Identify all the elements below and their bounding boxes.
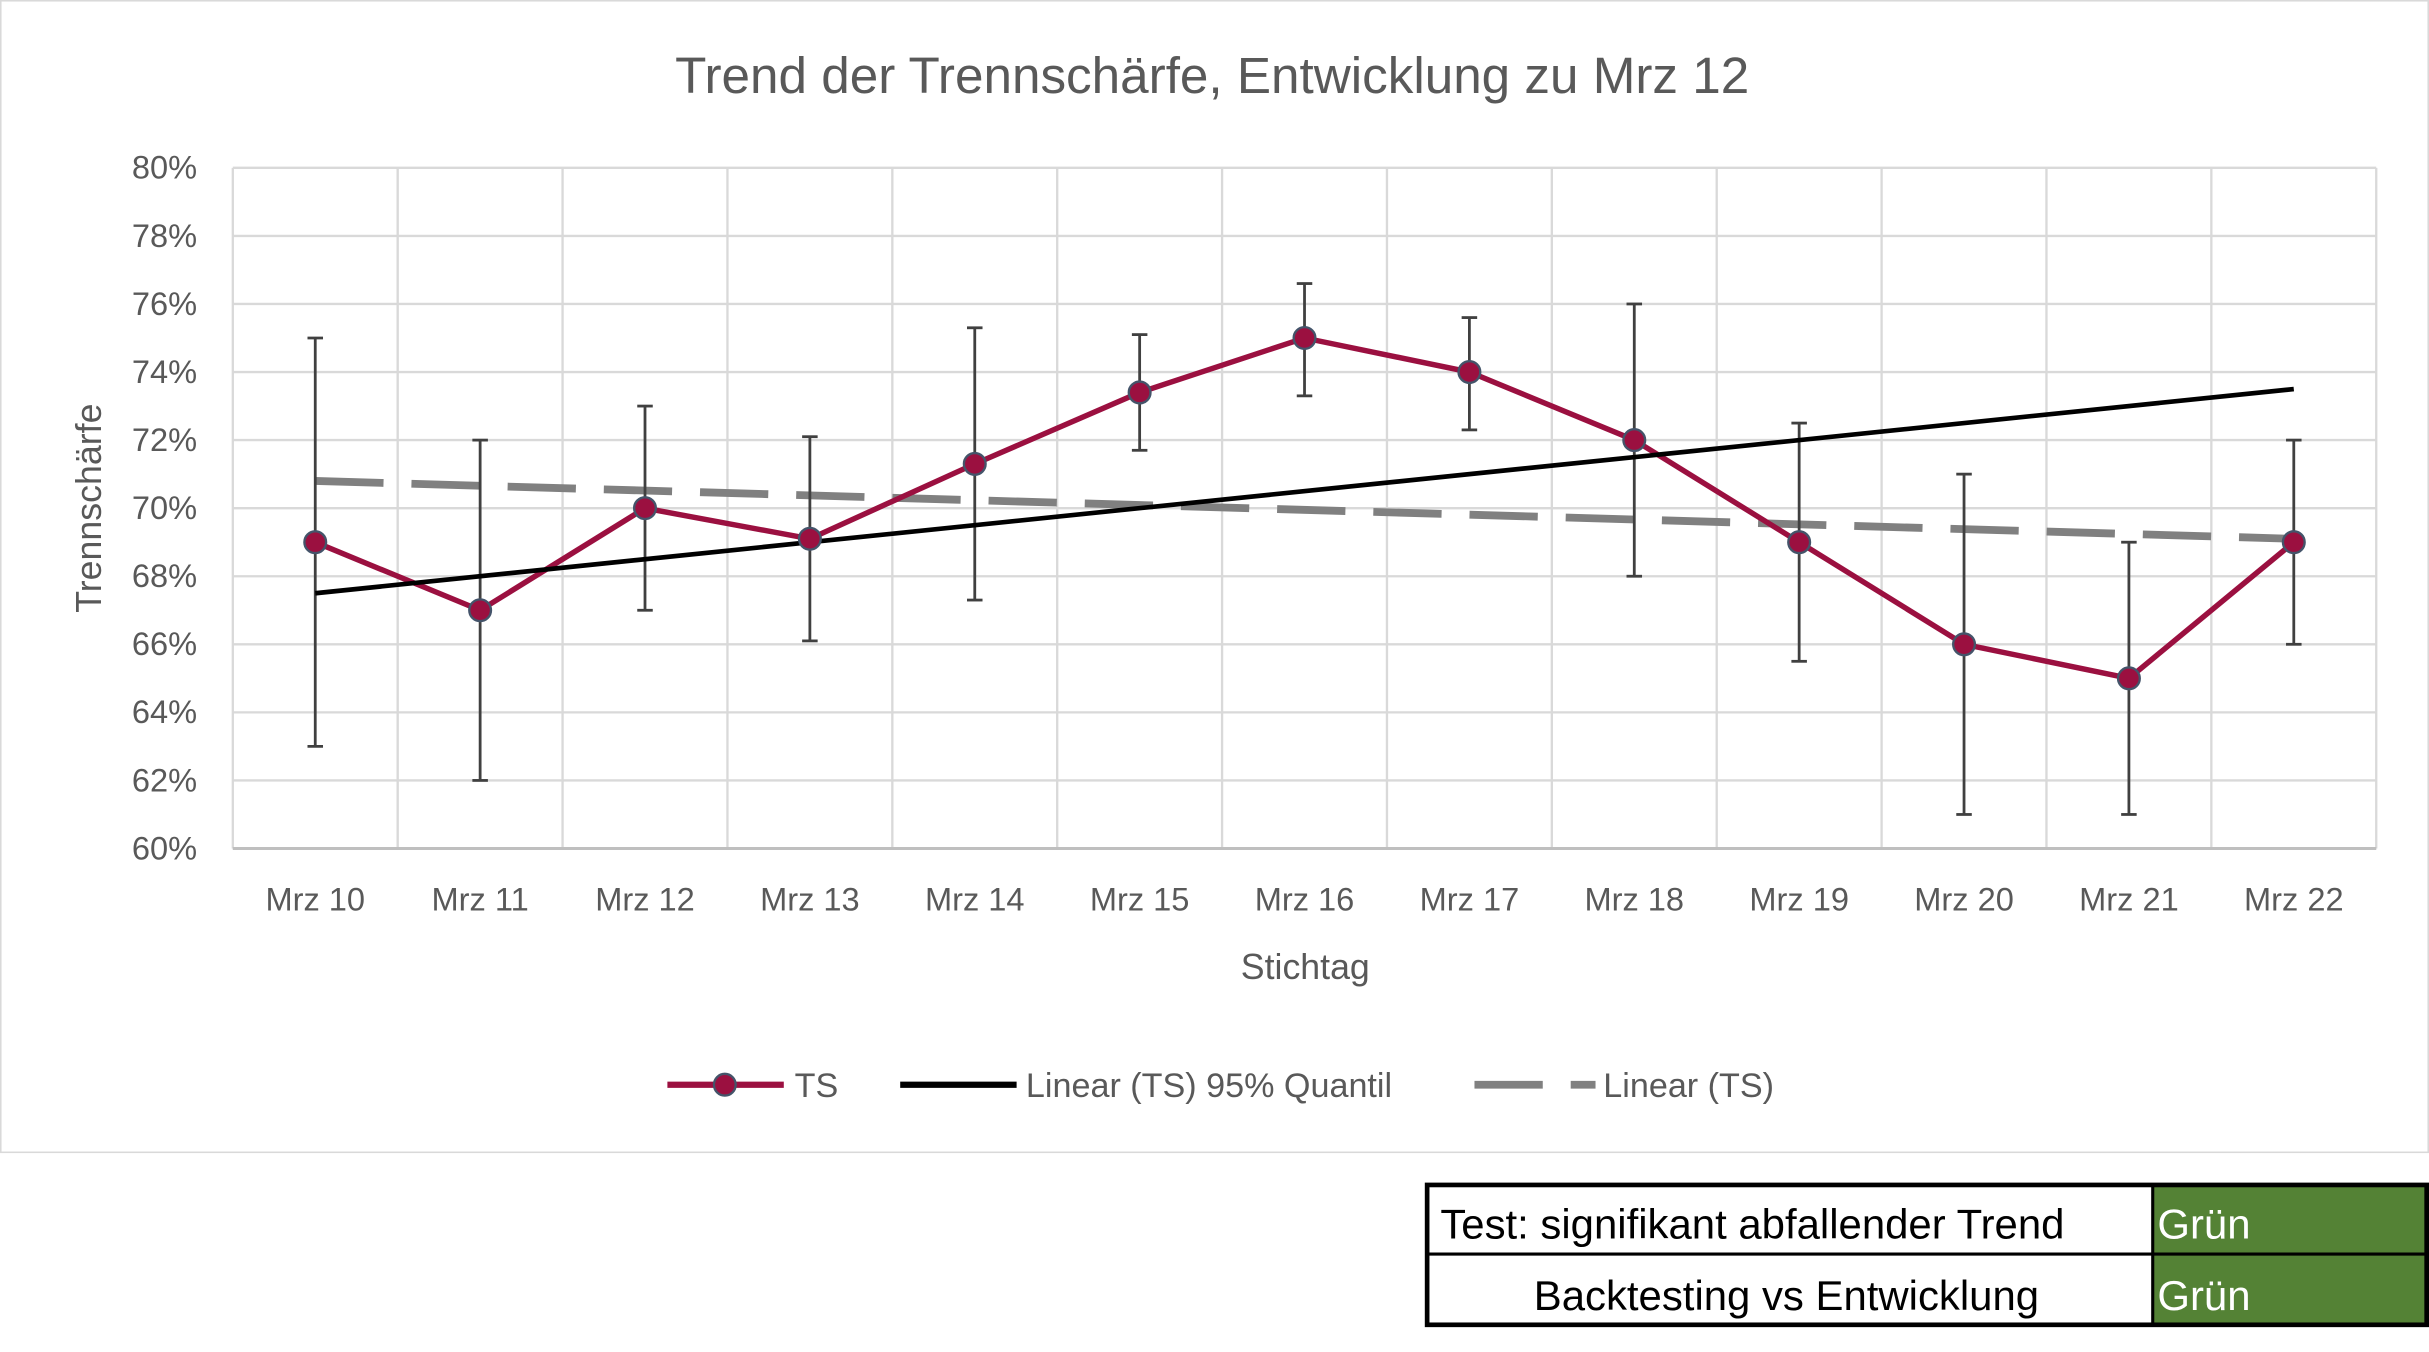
legend-ts-label: TS xyxy=(795,1067,839,1105)
legend-quantil-label: Linear (TS) 95% Quantil xyxy=(1026,1067,1392,1105)
x-tick-label: Mrz 11 xyxy=(432,881,529,918)
y-tick-label: 60% xyxy=(132,829,197,866)
legend: TS Linear (TS) 95% Quantil Linear (TS) xyxy=(667,1067,1774,1105)
ts-point xyxy=(2281,530,2306,555)
x-tick-label: Mrz 16 xyxy=(1255,881,1355,918)
y-tick-label: 64% xyxy=(132,693,197,730)
x-tick-label: Mrz 20 xyxy=(1914,881,2014,918)
status-cell-2 xyxy=(2152,1254,2428,1326)
legend-ts-marker xyxy=(712,1072,737,1097)
x-tick-label: Mrz 17 xyxy=(1420,881,1520,918)
status-cell-1 xyxy=(2152,1184,2428,1255)
y-tick-label: 70% xyxy=(132,489,197,526)
y-tick-label: 78% xyxy=(132,217,197,254)
legend-linear-label: Linear (TS) xyxy=(1603,1067,1774,1105)
x-tick-label: Mrz 18 xyxy=(1584,881,1684,918)
ts-point xyxy=(468,598,493,623)
ts-point xyxy=(1292,325,1317,351)
ts-point xyxy=(303,530,328,555)
y-tick-label: 74% xyxy=(132,353,197,390)
y-tick-label: 72% xyxy=(132,421,197,458)
ts-point xyxy=(632,496,658,521)
gridlines xyxy=(231,166,2378,851)
x-tick-label: Mrz 14 xyxy=(925,881,1025,918)
x-tick-label: Mrz 15 xyxy=(1090,881,1190,918)
x-tick-label: Mrz 22 xyxy=(2244,881,2344,918)
x-tick-labels: Mrz 10 Mrz 11 Mrz 12 Mrz 13 Mrz 14 Mrz 15 Mrz … xyxy=(265,881,2343,918)
ts-point xyxy=(797,526,822,551)
y-tick-labels: 60% 62% 64% 66% 68% 70% 72% 74% 76% 78% 80% xyxy=(132,149,197,867)
x-axis-label: Stichtag xyxy=(1241,947,1370,987)
ts-point xyxy=(962,451,987,476)
table-label-1: Test: signifikant abfallender Trend xyxy=(1440,1201,2064,1248)
ts-point xyxy=(1622,428,1647,453)
table-label-2: Backtesting vs Entwicklung xyxy=(1534,1272,2039,1319)
ts-point xyxy=(1952,632,1977,657)
trendline-95-quantil xyxy=(315,386,2295,596)
x-tick-label: Mrz 21 xyxy=(2079,881,2179,918)
y-tick-label: 68% xyxy=(132,557,197,594)
y-tick-label: 62% xyxy=(132,761,197,798)
x-tick-label: Mrz 12 xyxy=(595,881,695,918)
table-value-1: Grün xyxy=(2157,1201,2250,1248)
status-table: Test: signifikant abfallender Trend Grün… xyxy=(1424,1182,2429,1328)
y-axis-label: Trennschärfe xyxy=(69,404,109,613)
ts-point xyxy=(2116,666,2141,691)
x-tick-label: Mrz 10 xyxy=(265,881,365,918)
x-tick-label: Mrz 19 xyxy=(1749,881,1849,918)
y-tick-label: 76% xyxy=(132,285,197,322)
table-value-2: Grün xyxy=(2157,1272,2250,1319)
x-tick-label: Mrz 13 xyxy=(760,881,860,918)
y-tick-label: 80% xyxy=(132,149,197,186)
plot-marks xyxy=(303,282,2306,816)
y-tick-label: 66% xyxy=(132,625,197,662)
ts-point xyxy=(1127,380,1152,405)
ts-point xyxy=(1457,359,1482,385)
ts-point xyxy=(1787,530,1812,555)
chart-title: Trend der Trennschärfe, Entwicklung zu M… xyxy=(675,47,1749,104)
